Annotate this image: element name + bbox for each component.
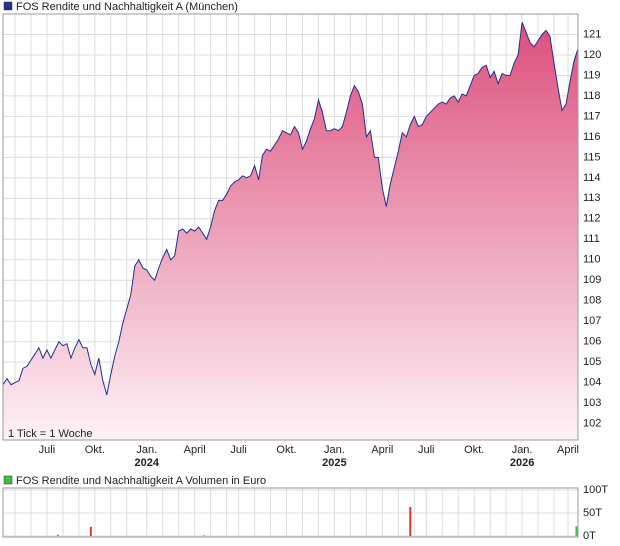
y-tick-label: 116 <box>583 131 601 143</box>
y-tick-label: 118 <box>583 90 601 102</box>
legend-title: FOS Rendite und Nachhaltigkeit A (Münche… <box>16 1 238 13</box>
x-tick-label: April <box>371 444 393 456</box>
area <box>3 22 578 440</box>
x-tick-label: Juli <box>39 444 56 456</box>
line <box>2 22 579 396</box>
x-year-label: 2026 <box>510 457 534 469</box>
x-tick-label: Jan. <box>512 444 533 456</box>
y-tick-label: 121 <box>583 28 601 40</box>
y-tick-label: 108 <box>583 295 601 307</box>
x-year-label: 2024 <box>135 457 160 469</box>
x-tick-label: April <box>184 444 206 456</box>
volume-bar <box>575 526 578 536</box>
x-tick-label: Jan. <box>136 444 157 456</box>
volume-bar <box>89 526 92 536</box>
legend-swatch <box>3 475 13 485</box>
plot-frame <box>2 487 579 538</box>
y-tick-label: 106 <box>583 336 601 348</box>
x-tick-label: Okt. <box>85 444 105 456</box>
y-tick-label: 105 <box>583 356 601 368</box>
x-tick-label: April <box>557 444 579 456</box>
volume-bar <box>409 507 412 536</box>
annotation: 1 Tick = 1 Woche <box>8 428 92 440</box>
y-tick-label: 120 <box>583 49 601 61</box>
y-tick-label: 119 <box>583 69 601 81</box>
y-tick-label: 100T <box>583 484 608 496</box>
y-tick-label: 117 <box>583 110 601 122</box>
x-tick-label: Okt. <box>464 444 484 456</box>
volume-bar <box>56 534 59 536</box>
y-tick-label: 102 <box>583 418 601 430</box>
volume-bar <box>203 535 206 536</box>
y-tick-label: 107 <box>583 315 601 327</box>
legend-title: FOS Rendite und Nachhaltigkeit A Volumen… <box>16 475 266 487</box>
y-tick-label: 104 <box>583 377 601 389</box>
y-tick-label: 111 <box>583 233 600 245</box>
y-tick-label: 115 <box>583 151 601 163</box>
y-tick-label: 112 <box>583 213 601 225</box>
x-tick-label: Juli <box>418 444 435 456</box>
x-tick-label: Jan. <box>324 444 345 456</box>
y-tick-label: 110 <box>583 254 601 266</box>
x-tick-label: Juli <box>230 444 247 456</box>
plot-frame <box>2 13 579 441</box>
y-tick-label: 50T <box>583 507 602 519</box>
legend-swatch <box>3 1 13 11</box>
y-tick-label: 0T <box>583 530 596 542</box>
y-tick-label: 114 <box>583 172 601 184</box>
x-year-label: 2025 <box>322 457 346 469</box>
y-tick-label: 109 <box>583 274 601 286</box>
y-tick-label: 113 <box>583 192 601 204</box>
y-tick-label: 103 <box>583 397 601 409</box>
x-tick-label: Okt. <box>276 444 296 456</box>
